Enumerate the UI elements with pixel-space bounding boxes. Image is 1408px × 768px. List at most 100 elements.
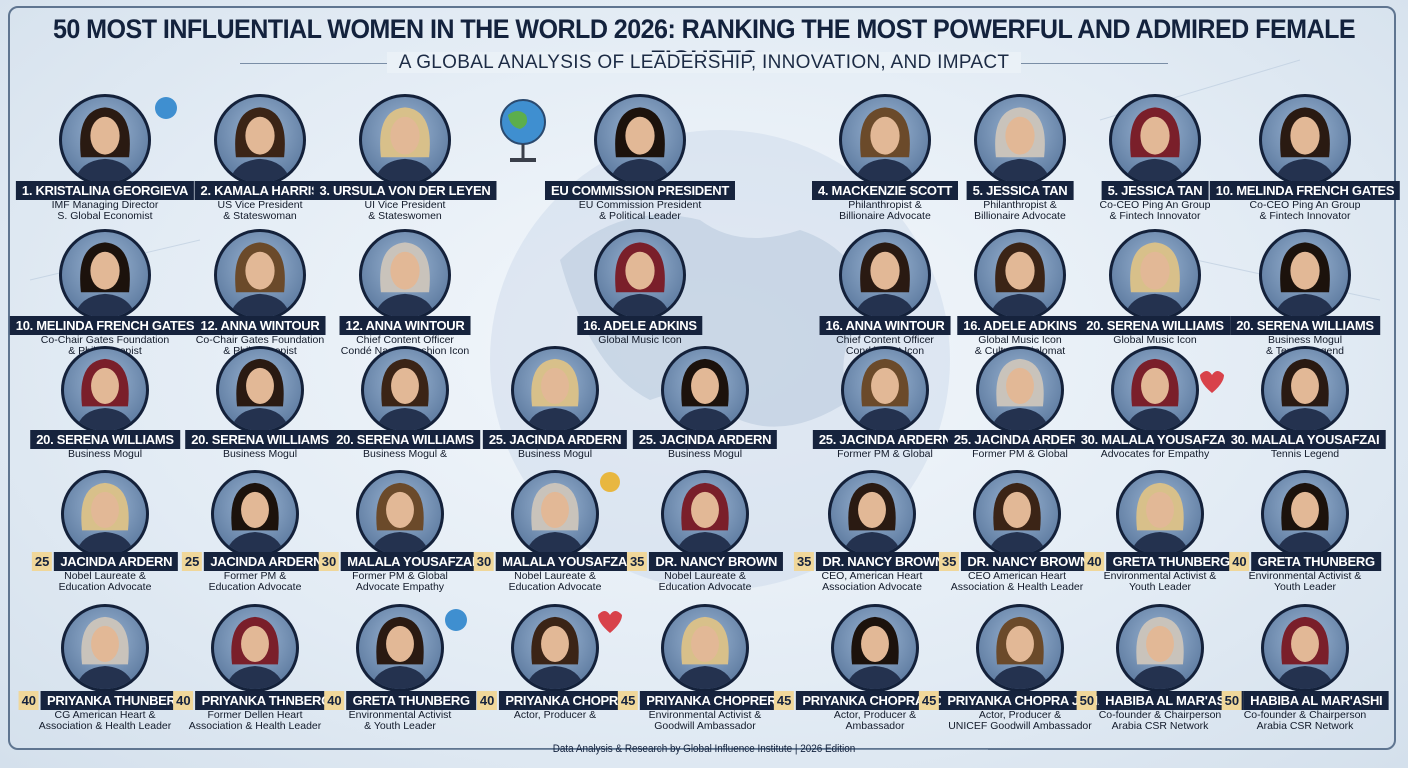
portrait [214, 94, 306, 186]
name-label: 20. SERENA WILLIAMS [30, 430, 180, 449]
description: Business Mogul & [362, 448, 448, 460]
rank: 25 [181, 552, 203, 571]
description: Co-Chair Gates Foundation [40, 334, 170, 346]
description: Former PM & [223, 570, 287, 582]
description: & Fintech Innovator [1259, 210, 1351, 222]
description: Association & Health Leader [38, 720, 172, 732]
name: 5. JESSICA TAN [1101, 181, 1209, 200]
description: Former PM & Global [352, 570, 448, 582]
portrait [1116, 604, 1204, 692]
name: GRETA THUNBERG [346, 691, 476, 710]
name: 25. JACINDA ARDERN [482, 430, 628, 449]
name-label: 10. MELINDA FRENCH GATES [1209, 181, 1401, 200]
description: Nobel Laureate & [664, 570, 746, 582]
name: 25. JACINDA ARDERN [812, 430, 958, 449]
portrait [1261, 470, 1349, 558]
description: Chief Content Officer [836, 334, 934, 346]
rank: 30 [473, 552, 495, 571]
name-label: 25. JACINDA ARDERN [482, 430, 628, 449]
name-label: 45 PRIYANKA CHOPRERO [617, 691, 793, 710]
name-label: 30 MALALA YOUSAFZAI [318, 552, 482, 571]
description: Goodwill Ambassador [654, 720, 756, 732]
description: CEO American Heart [967, 570, 1067, 582]
portrait [661, 470, 749, 558]
portrait [211, 470, 299, 558]
name-label: 30. MALALA YOUSAFZAI [1074, 430, 1236, 449]
description: Chief Content Officer [356, 334, 454, 346]
portrait [356, 470, 444, 558]
portrait [1261, 604, 1349, 692]
name: JACINDA ARDERN [204, 552, 329, 571]
rank: 45 [617, 691, 639, 710]
name-label: 16. ANNA WINTOUR [819, 316, 951, 335]
name: 20. SERENA WILLIAMS [30, 430, 180, 449]
portrait [216, 346, 304, 434]
description: Environmental Activist & [1248, 570, 1362, 582]
name-label: 20. SERENA WILLIAMS [185, 430, 335, 449]
name-label: 40 GRETA THUNBERG [1229, 552, 1381, 571]
name-label: 30 MALALA YOUSAFZAI [473, 552, 637, 571]
portrait [59, 94, 151, 186]
rank: 40 [173, 691, 194, 710]
rank: 40 [476, 691, 498, 710]
name: 20. SERENA WILLIAMS [330, 430, 480, 449]
name: 10. MELINDA FRENCH GATES [1209, 181, 1401, 200]
name-label: 25. JACINDA ARDERN [632, 430, 778, 449]
description: Former Dellen Heart [207, 709, 303, 721]
name: MALALA YOUSAFZAI [341, 552, 482, 571]
name: 12. ANNA WINTOUR [194, 316, 326, 335]
description: Education Advocate [658, 581, 752, 593]
name: 1. KRISTALINA GEORGIEVA [15, 181, 195, 200]
description: Business Mogul [517, 448, 593, 460]
description: Philanthropist & [848, 199, 922, 211]
rank: 40 [324, 691, 345, 710]
description: Nobel Laureate & [64, 570, 146, 582]
portrait [974, 229, 1066, 321]
name: 16. ADELE ADKINS [957, 316, 1083, 335]
description: Billionaire Advocate [974, 210, 1066, 222]
description: Business Mogul [1267, 334, 1343, 346]
name: DR. NANCY BROWN [816, 552, 951, 571]
name: 10. MELINDA FRENCH GATES [9, 316, 201, 335]
description: Co-founder & Chairperson [1243, 709, 1367, 721]
description: Nobel Laureate & [514, 570, 596, 582]
portrait [1259, 94, 1351, 186]
description: Arabia CSR Network [1111, 720, 1209, 732]
portrait [359, 229, 451, 321]
portrait [841, 346, 929, 434]
description: Former PM & Global [972, 448, 1068, 460]
portrait [831, 604, 919, 692]
name: 2. KAMALA HARRIS [194, 181, 326, 200]
name: MALALA YOUSAFZAI [496, 552, 637, 571]
description: S. Global Economist [57, 210, 153, 222]
description: Co-CEO Ping An Group [1249, 199, 1361, 211]
name: JACINDA ARDERN [54, 552, 179, 571]
name-label: 16. ADELE ADKINS [957, 316, 1083, 335]
portrait [1111, 346, 1199, 434]
name-label: 1. KRISTALINA GEORGIEVA [15, 181, 195, 200]
rank: 40 [1229, 552, 1250, 571]
description: Actor, Producer & [513, 709, 597, 721]
name: 4. MACKENZIE SCOTT [812, 181, 958, 200]
name: 3. URSULA VON DER LEYEN [313, 181, 497, 200]
description: Former PM & Global [837, 448, 933, 460]
name: 20. SERENA WILLIAMS [185, 430, 335, 449]
portrait [1109, 94, 1201, 186]
name: 16. ADELE ADKINS [577, 316, 703, 335]
name-label: 25. JACINDA ARDERN [812, 430, 958, 449]
name-label: 40 PRIYANKA CHOPRA [476, 691, 634, 710]
name-label: 50 HABIBA AL MAR'ASHI [1076, 691, 1244, 710]
description: Actor, Producer & [978, 709, 1062, 721]
name: PRIYANKA THUNBERG [41, 691, 192, 710]
rank: 30 [318, 552, 340, 571]
description: Actor, Producer & [833, 709, 917, 721]
portrait [511, 470, 599, 558]
name-label: 5. JESSICA TAN [966, 181, 1074, 200]
name-label: 20. SERENA WILLIAMS [1230, 316, 1380, 335]
description: Youth Leader [1273, 581, 1337, 593]
description: Advocates for Empathy [1100, 448, 1210, 460]
portrait [828, 470, 916, 558]
portrait [59, 229, 151, 321]
subtitle: A GLOBAL ANALYSIS OF LEADERSHIP, INNOVAT… [0, 52, 1408, 74]
name: 30. MALALA YOUSAFZAI [1074, 430, 1236, 449]
